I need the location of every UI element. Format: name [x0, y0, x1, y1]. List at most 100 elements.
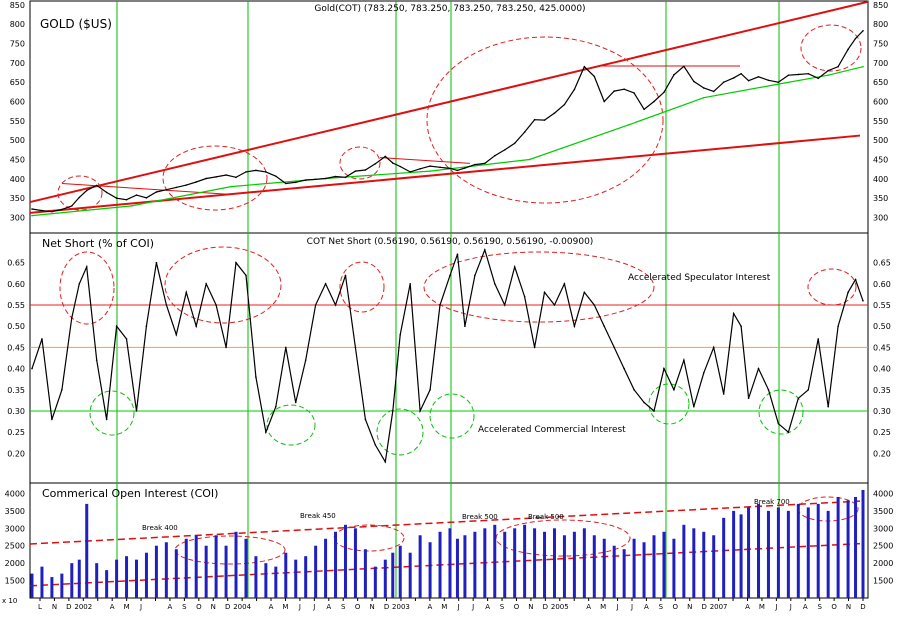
y-tick-label-right: 0.65: [873, 259, 891, 268]
coi-bar: [543, 531, 547, 598]
x-tick-label: N: [687, 603, 692, 611]
coi-bar: [115, 559, 119, 598]
net-short-line-point: [817, 338, 820, 340]
gold-price-line-point: [78, 196, 81, 199]
net-short-line-point: [787, 431, 790, 433]
coi-bar: [284, 552, 288, 598]
x-tick-label: D: [225, 603, 230, 611]
annotation-speculator: Accelerated Speculator Interest: [628, 273, 771, 283]
coi-bar: [776, 507, 780, 598]
coi-bar: [757, 503, 761, 598]
y-tick-label-left: 3000: [5, 524, 25, 533]
text-layer: Gold(COT) (783.250, 783.250, 783.250, 78…: [2, 4, 790, 605]
gold-price-line-point: [95, 184, 98, 187]
gold-price-line-point: [767, 79, 770, 82]
gold-moving-average-line-point: [628, 123, 630, 126]
gold-price-line-point: [787, 74, 790, 77]
gold-moving-average-line-point: [528, 158, 531, 161]
net-short-line-point: [374, 444, 377, 446]
gold-price-line-point: [740, 72, 742, 75]
x-tick-label: A: [745, 603, 750, 611]
gold-price-line-point: [702, 87, 705, 89]
gold-price-line-point: [374, 162, 377, 165]
coi-bar: [294, 559, 298, 598]
y-tick-label-right: 2000: [873, 559, 893, 568]
series-layer: [30, 29, 865, 598]
gold-price-line-point: [603, 100, 606, 103]
net-short-line-point: [513, 266, 516, 268]
net-short-line-point: [294, 401, 297, 404]
net-short-line-point: [732, 312, 735, 315]
net-short-line-point: [523, 295, 526, 298]
gold-price-line-point: [294, 181, 297, 184]
net-short-line-point: [225, 346, 227, 349]
gold-price-line-point: [827, 69, 829, 72]
coi-bar: [702, 531, 706, 598]
net-short-line-point: [493, 283, 496, 285]
coi-bar: [473, 531, 477, 598]
x-tick-label: J: [298, 603, 301, 611]
annotation-break-450: Break 450: [300, 512, 336, 520]
gold-price-line-point: [673, 74, 675, 76]
net-short-line-point: [439, 304, 441, 306]
net-short-line-point: [284, 346, 287, 349]
gold-price-line-point: [71, 205, 73, 207]
coi-bar: [363, 549, 367, 598]
y-tick-label-right: 0.55: [873, 301, 891, 310]
x-tick-label: N: [211, 603, 216, 611]
gold-moving-average-line-point: [702, 96, 705, 99]
gold-price-line-point: [653, 100, 655, 103]
net-short-line-point: [384, 461, 387, 463]
net-short-line-point: [503, 304, 506, 306]
y-tick-label-left: 450: [10, 156, 25, 165]
gold-title: GOLD ($US): [40, 17, 112, 31]
gold-price-line-point: [185, 184, 188, 186]
x-tick-label: D: [543, 603, 548, 611]
net-short-line-point: [673, 388, 675, 391]
gold-price-line-point: [474, 163, 476, 166]
speculator-ellipse: [807, 268, 857, 306]
gold-price-line-point: [503, 149, 506, 151]
x-tick-label: M: [124, 603, 130, 611]
x-tick-label: A: [326, 603, 331, 611]
coi-bar: [125, 556, 129, 598]
gold-moving-average-line-point: [777, 83, 780, 85]
gold-price-line-point: [854, 37, 857, 40]
net-short-line-point: [683, 359, 685, 361]
y-tick-label-right: 350: [873, 194, 888, 203]
y-tick-label-right: 750: [873, 40, 888, 49]
coi-bar: [373, 566, 377, 598]
x-tick-label: O: [196, 603, 202, 611]
coi-bar: [642, 542, 646, 598]
gold-price-line-point: [284, 182, 287, 185]
annotation-break-400: Break 400: [142, 524, 178, 532]
gold-price-line-point: [523, 131, 526, 133]
coi-bar: [854, 496, 858, 598]
gold-price-line-point: [354, 170, 357, 172]
gold-price-line-point: [757, 75, 760, 78]
gold-price-line-point: [693, 80, 695, 83]
net-short-line-point: [633, 388, 635, 391]
coi-bar: [552, 528, 556, 598]
coi-bar: [562, 535, 566, 598]
coi-bar: [194, 535, 198, 598]
gold-price-line-point: [583, 65, 586, 68]
net-short-line-point: [51, 418, 53, 421]
y-tick-label-right: 450: [873, 156, 888, 165]
coi-bar: [184, 538, 188, 598]
x-tick-label: O: [514, 603, 520, 611]
gold-price-line-point: [275, 175, 277, 177]
coi-bar: [398, 545, 402, 598]
net-short-line-point: [862, 299, 864, 302]
commercial-ellipse: [758, 389, 804, 435]
x-tick-label: A: [586, 603, 591, 611]
gold-price-line-point: [314, 178, 317, 181]
net-short-line-point: [185, 291, 188, 294]
gold-moving-average-line-point: [827, 74, 829, 77]
gold-header: Gold(COT) (783.250, 783.250, 783.250, 78…: [314, 4, 585, 14]
net-short-line-point: [304, 359, 307, 361]
coi-bar: [622, 549, 626, 598]
coi-bar: [503, 531, 507, 598]
gold-price-line-point: [493, 154, 496, 157]
